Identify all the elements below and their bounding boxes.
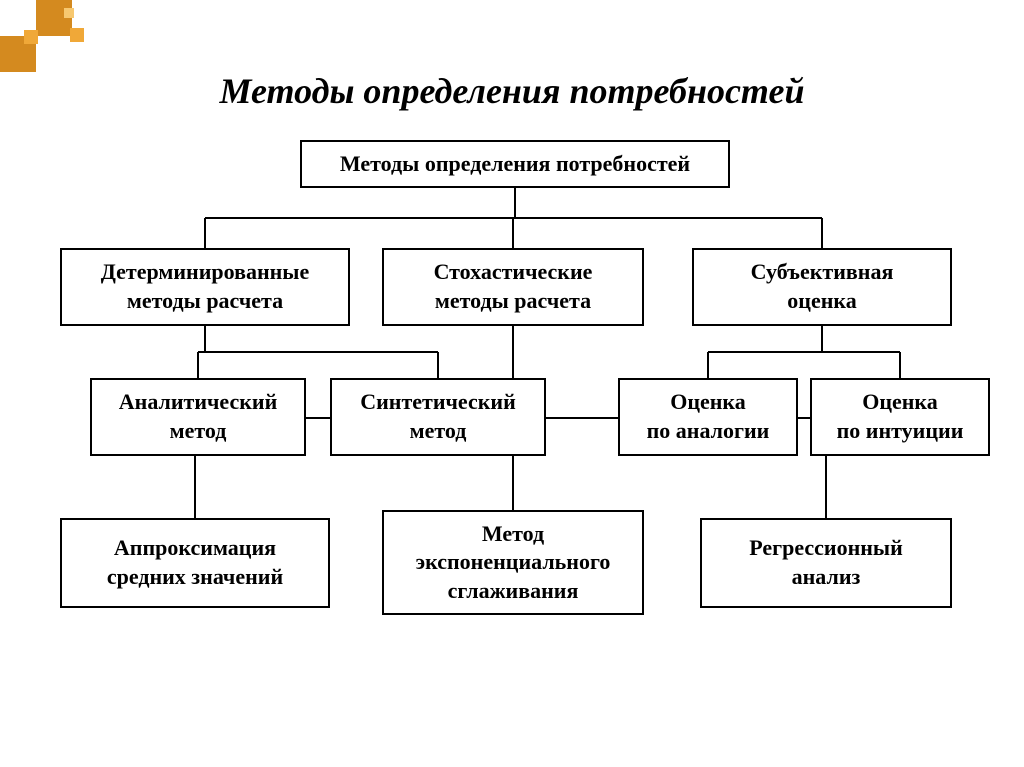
deco-square	[24, 30, 38, 44]
deco-square	[64, 8, 74, 18]
page-title: Методы определения потребностей	[0, 70, 1024, 112]
node-syn: Синтетический метод	[330, 378, 546, 456]
node-anal: Оценка по аналогии	[618, 378, 798, 456]
diagram-canvas: Методы определения потребностей Детермин…	[0, 140, 1024, 740]
node-reg: Регрессионный анализ	[700, 518, 952, 608]
node-intu: Оценка по интуиции	[810, 378, 990, 456]
node-sub: Субъективная оценка	[692, 248, 952, 326]
node-sto: Стохастические методы расчета	[382, 248, 644, 326]
deco-square	[36, 0, 72, 36]
node-approx: Аппроксимация средних значений	[60, 518, 330, 608]
node-ana: Аналитический метод	[90, 378, 306, 456]
node-det: Детерминированные методы расчета	[60, 248, 350, 326]
corner-decoration	[0, 0, 150, 60]
node-exp: Метод экспоненциального сглаживания	[382, 510, 644, 615]
deco-square	[70, 28, 84, 42]
node-root: Методы определения потребностей	[300, 140, 730, 188]
